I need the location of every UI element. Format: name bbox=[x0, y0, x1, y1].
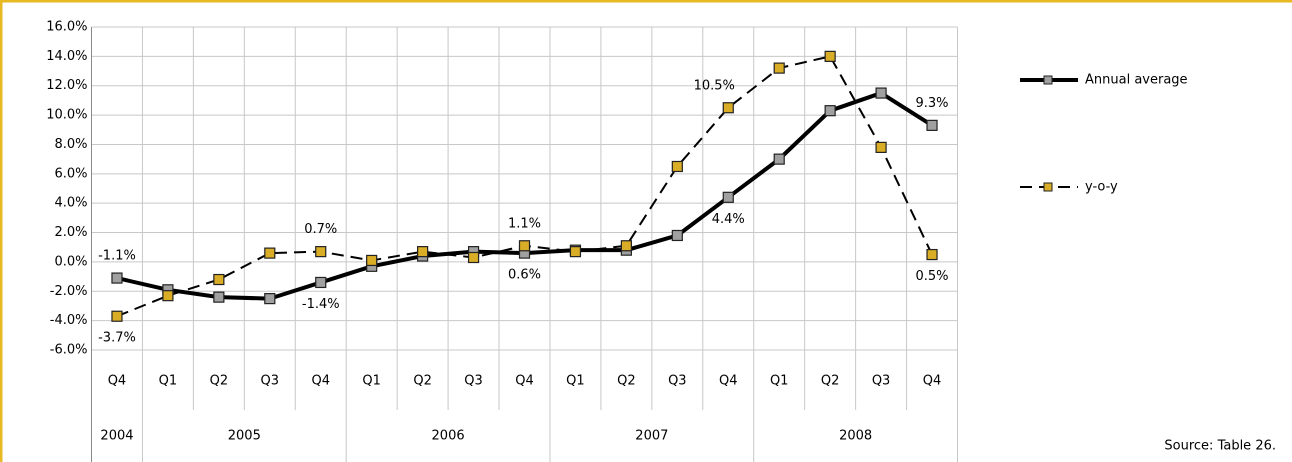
marker bbox=[569, 246, 582, 258]
x-tick-label: Q4 bbox=[311, 374, 330, 389]
marker bbox=[824, 105, 836, 117]
x-tick-label: Q3 bbox=[464, 374, 483, 389]
x-group-label: 2008 bbox=[839, 429, 872, 444]
x-tick-label: Q1 bbox=[362, 374, 381, 389]
marker bbox=[926, 119, 938, 131]
data-label: 0.6% bbox=[508, 268, 541, 283]
marker bbox=[111, 272, 123, 284]
y-tick-label: 6.0% bbox=[54, 166, 87, 181]
y-tick-label: 12.0% bbox=[46, 78, 87, 93]
x-tick-label: Q2 bbox=[617, 374, 636, 389]
marker bbox=[926, 248, 938, 261]
y-tick-label: 10.0% bbox=[46, 108, 87, 123]
marker bbox=[366, 254, 378, 267]
legend-marker bbox=[1043, 75, 1053, 85]
x-tick-label: Q1 bbox=[159, 374, 178, 389]
x-tick-label: Q4 bbox=[923, 374, 942, 389]
data-label: 10.5% bbox=[694, 78, 735, 93]
data-label: -1.1% bbox=[98, 249, 136, 264]
y-tick-label: -2.0% bbox=[50, 284, 88, 299]
y-tick-label: 0.0% bbox=[54, 254, 87, 269]
x-tick-label: Q2 bbox=[210, 374, 229, 389]
marker bbox=[467, 251, 480, 264]
marker bbox=[671, 229, 683, 242]
y-tick-label: -4.0% bbox=[50, 313, 88, 328]
data-label: 4.4% bbox=[712, 212, 745, 227]
marker bbox=[875, 141, 887, 153]
y-tick-label: 14.0% bbox=[46, 49, 87, 64]
x-tick-label: Q1 bbox=[566, 374, 585, 389]
y-tick-label: -6.0% bbox=[50, 343, 88, 358]
y-tick-label: 4.0% bbox=[54, 196, 87, 211]
marker bbox=[213, 273, 225, 286]
x-group-label: 2005 bbox=[228, 429, 261, 444]
source-note: Source: Table 26. bbox=[1164, 439, 1276, 454]
x-tick-label: Q4 bbox=[108, 374, 127, 389]
marker bbox=[264, 247, 276, 259]
marker bbox=[315, 276, 327, 289]
marker bbox=[518, 240, 531, 252]
x-tick-label: Q4 bbox=[515, 374, 534, 389]
data-label: 0.5% bbox=[916, 269, 949, 284]
y-tick-label: 16.0% bbox=[46, 20, 87, 35]
x-tick-label: Q1 bbox=[770, 374, 789, 389]
marker bbox=[875, 87, 887, 99]
x-tick-label: Q3 bbox=[872, 374, 891, 389]
data-label: 1.1% bbox=[508, 216, 541, 231]
marker bbox=[264, 293, 276, 305]
marker bbox=[722, 191, 734, 203]
data-label: 9.3% bbox=[916, 96, 949, 111]
marker bbox=[213, 291, 225, 303]
data-label: -1.4% bbox=[302, 297, 340, 312]
marker bbox=[162, 290, 174, 302]
marker bbox=[417, 246, 429, 258]
marker bbox=[315, 246, 327, 258]
x-tick-label: Q3 bbox=[261, 374, 280, 389]
data-label: -3.7% bbox=[98, 331, 136, 346]
legend-label: Annual average bbox=[1085, 73, 1188, 88]
marker bbox=[722, 102, 734, 114]
marker bbox=[671, 160, 683, 173]
marker bbox=[620, 240, 632, 252]
x-tick-label: Q3 bbox=[668, 374, 687, 389]
y-tick-label: 8.0% bbox=[54, 137, 87, 152]
marker bbox=[773, 62, 785, 74]
marker bbox=[824, 50, 836, 62]
data-label: 0.7% bbox=[304, 222, 337, 237]
x-group-label: 2007 bbox=[635, 429, 668, 444]
legend-marker bbox=[1043, 182, 1053, 192]
x-tick-label: Q2 bbox=[821, 374, 840, 389]
x-group-label: 2004 bbox=[100, 429, 133, 444]
x-group-label: 2006 bbox=[432, 429, 465, 444]
legend-label: y-o-y bbox=[1085, 180, 1118, 195]
x-tick-label: Q2 bbox=[413, 374, 432, 389]
marker bbox=[773, 153, 785, 165]
y-tick-label: 2.0% bbox=[54, 225, 87, 240]
x-tick-label: Q4 bbox=[719, 374, 738, 389]
marker bbox=[111, 310, 123, 322]
